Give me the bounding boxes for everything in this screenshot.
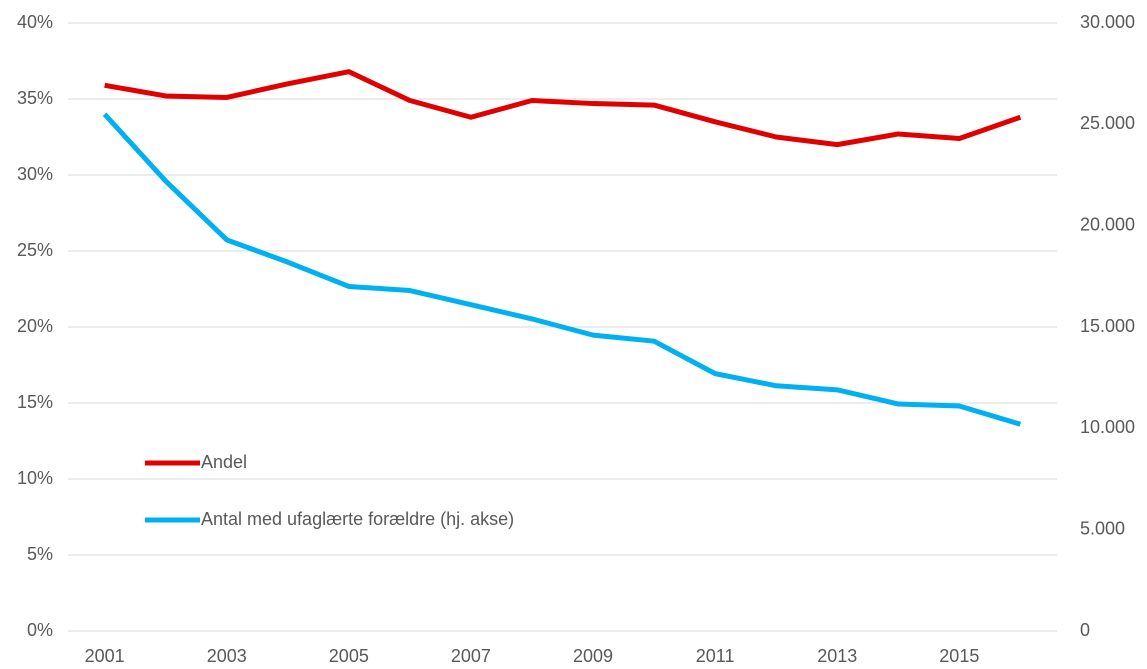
y-tick-label: 10% (17, 468, 53, 488)
x-tick-label: 2011 (696, 646, 735, 666)
y-tick-label: 30% (17, 164, 53, 184)
y2-tick-label: 5.000 (1080, 518, 1125, 538)
x-tick-label: 2003 (207, 646, 247, 666)
y-tick-label: 40% (17, 12, 53, 32)
y2-tick-label: 10.000 (1080, 417, 1135, 437)
y2-tick-label: 25.000 (1080, 113, 1135, 133)
y-tick-label: 25% (17, 240, 53, 260)
y-tick-label: 15% (17, 392, 53, 412)
y-tick-label: 35% (17, 88, 53, 108)
line-series (102, 112, 1022, 427)
y2-tick-label: 15.000 (1080, 316, 1135, 336)
y2-tick-label: 20.000 (1080, 214, 1135, 234)
x-tick-label: 2001 (85, 646, 125, 666)
x-tick-label: 2007 (451, 646, 491, 666)
y-tick-label: 0% (27, 620, 53, 640)
y-tick-label: 5% (27, 544, 53, 564)
x-tick-label: 2005 (329, 646, 369, 666)
y2-tick-label: 0 (1080, 620, 1090, 640)
x-tick-label: 2013 (817, 646, 857, 666)
line-series (104, 69, 1022, 148)
legend-label: Antal med ufaglærte forældre (hj. akse) (201, 509, 514, 529)
x-tick-label: 2015 (939, 646, 979, 666)
x-tick-label: 2009 (573, 646, 613, 666)
y2-tick-label: 30.000 (1080, 12, 1135, 32)
legend-label: Andel (201, 452, 247, 472)
y-tick-label: 20% (17, 316, 53, 336)
